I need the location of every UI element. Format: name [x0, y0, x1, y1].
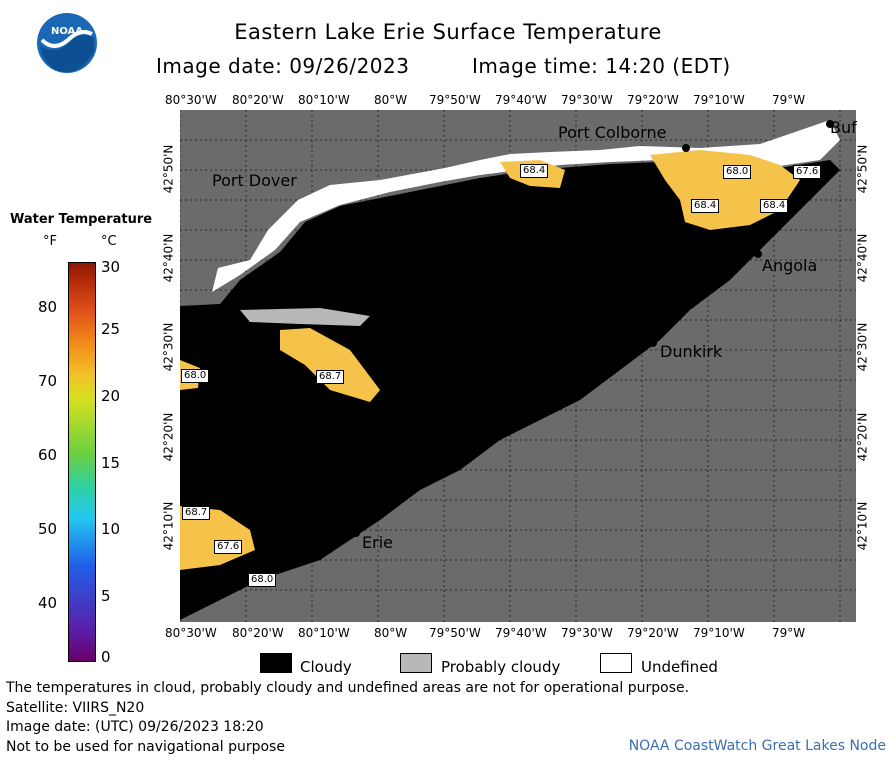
lon-label: 80°30'W — [165, 93, 217, 107]
lon-label: 79°10'W — [693, 626, 745, 640]
lon-label: 79°W — [772, 93, 806, 107]
lat-label: 42°50'N — [855, 144, 870, 194]
lon-label: 79°30'W — [561, 626, 613, 640]
lon-label: 79°20'W — [627, 626, 679, 640]
lon-label: 79°40'W — [495, 626, 547, 640]
f-tick: 50 — [38, 520, 58, 538]
legend-cloudy-label: Cloudy — [300, 658, 352, 676]
page-title: Eastern Lake Erie Surface Temperature — [234, 20, 662, 44]
f-tick: 70 — [38, 372, 58, 390]
lon-label: 80°10'W — [298, 93, 350, 107]
c-tick: 0 — [101, 648, 111, 666]
c-tick: 20 — [101, 387, 121, 405]
place-label-port-dover: Port Dover — [212, 171, 297, 190]
c-tick: 10 — [101, 520, 121, 538]
place-label-dunkirk: Dunkirk — [660, 342, 723, 361]
place-label-angola: Angola — [762, 256, 818, 275]
lat-label: 42°20'N — [855, 412, 870, 462]
temp-label: 68.0 — [248, 573, 277, 587]
place-label-erie: Erie — [362, 533, 393, 552]
temp-label: 67.6 — [214, 540, 243, 554]
temp-label: 68.7 — [182, 506, 211, 520]
temp-label: 67.6 — [793, 165, 822, 179]
lon-label: 80°20'W — [232, 626, 284, 640]
legend-undefined-swatch — [600, 653, 632, 673]
lat-label: 42°50'N — [161, 144, 176, 194]
credit-text: NOAA CoastWatch Great Lakes Node — [628, 738, 886, 754]
lat-label: 42°10'N — [855, 501, 870, 551]
satellite-text: Satellite: VIIRS_N20 — [6, 700, 145, 716]
utc-date-text: Image date: (UTC) 09/26/2023 18:20 — [6, 719, 264, 735]
navigation-warning: Not to be used for navigational purpose — [6, 739, 285, 755]
lon-label: 79°40'W — [495, 93, 547, 107]
lon-label: 79°50'W — [429, 626, 481, 640]
legend-title: Water Temperature — [10, 212, 153, 227]
lon-label: 80°30'W — [165, 626, 217, 640]
logo-text: NOAA — [51, 26, 83, 37]
legend-cloudy-swatch — [260, 653, 292, 673]
f-tick: 60 — [38, 446, 58, 464]
legend-undefined-label: Undefined — [641, 658, 718, 676]
c-tick: 15 — [101, 454, 121, 472]
unit-fahrenheit: °F — [43, 234, 57, 249]
f-tick: 40 — [38, 594, 58, 612]
lon-label: 80°W — [374, 93, 408, 107]
lat-label: 42°40'N — [161, 233, 176, 283]
temp-label: 68.0 — [723, 165, 752, 179]
lon-label: 79°10'W — [693, 93, 745, 107]
temp-label: 68.0 — [181, 369, 210, 383]
c-tick: 5 — [101, 587, 111, 605]
temp-label: 68.4 — [691, 199, 720, 213]
lon-label: 80°10'W — [298, 626, 350, 640]
lat-label: 42°20'N — [161, 412, 176, 462]
place-label-port-colborne: Port Colborne — [558, 123, 667, 142]
lon-label: 79°30'W — [561, 93, 613, 107]
f-tick: 80 — [38, 298, 58, 316]
lat-label: 42°30'N — [161, 322, 176, 372]
temp-label: 68.4 — [520, 164, 549, 178]
unit-celsius: °C — [101, 234, 117, 249]
c-tick: 30 — [101, 258, 121, 276]
lon-label: 80°W — [374, 626, 408, 640]
lat-label: 42°10'N — [161, 501, 176, 551]
lon-label: 79°20'W — [627, 93, 679, 107]
lat-label: 42°40'N — [855, 233, 870, 283]
noaa-logo: NOAA — [36, 12, 98, 74]
legend-probably-cloudy-label: Probably cloudy — [441, 658, 561, 676]
temp-label: 68.4 — [760, 199, 789, 213]
place-label-buffalo: Buf — [830, 118, 857, 137]
disclaimer-text: The temperatures in cloud, probably clou… — [6, 680, 690, 696]
lon-label: 79°50'W — [429, 93, 481, 107]
image-date: Image date: 09/26/2023 — [156, 54, 410, 78]
temp-label: 68.7 — [316, 370, 345, 384]
lat-label: 42°30'N — [855, 322, 870, 372]
legend-probably-cloudy-swatch — [400, 653, 432, 673]
c-tick: 25 — [101, 320, 121, 338]
image-time: Image time: 14:20 (EDT) — [472, 54, 731, 78]
lon-label: 80°20'W — [232, 93, 284, 107]
lon-label: 79°W — [772, 626, 806, 640]
color-scale-bar — [68, 262, 96, 662]
